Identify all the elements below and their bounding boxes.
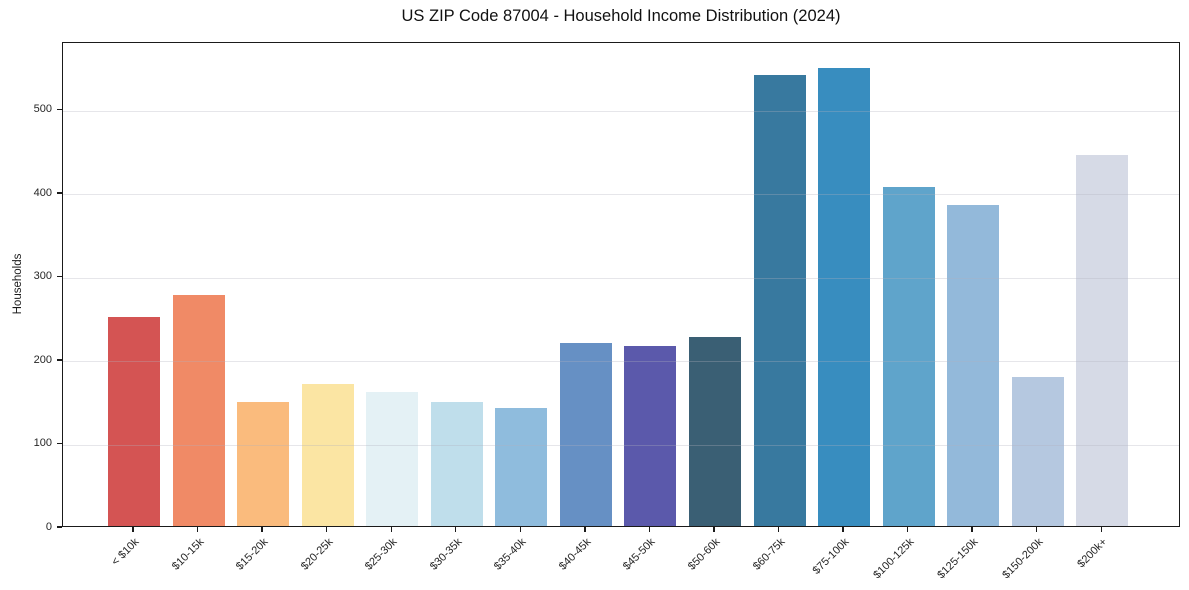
x-tick-mark bbox=[455, 527, 457, 532]
bar-$125-150k bbox=[947, 204, 1000, 526]
y-tick-mark bbox=[57, 192, 62, 194]
y-tick-label: 400 bbox=[33, 186, 52, 199]
y-tick-label: 500 bbox=[33, 103, 52, 116]
x-tick-mark bbox=[261, 527, 263, 532]
chart-title: US ZIP Code 87004 - Household Income Dis… bbox=[401, 7, 841, 25]
x-tick-mark bbox=[390, 527, 392, 532]
bar-$60-75k bbox=[753, 75, 806, 526]
gridline-y-300 bbox=[63, 277, 1179, 279]
x-tick-mark bbox=[971, 527, 973, 532]
x-tick-mark bbox=[777, 527, 780, 532]
bar-$40-45k bbox=[559, 343, 612, 526]
bar-$45-50k bbox=[624, 345, 677, 526]
bar-$25-30k bbox=[366, 391, 419, 526]
x-tick-mark bbox=[325, 527, 328, 532]
bar-$75-100k bbox=[818, 67, 871, 526]
x-tick-mark bbox=[842, 527, 844, 532]
y-tick-mark bbox=[57, 442, 62, 445]
bar-$30-35k bbox=[430, 402, 483, 526]
x-tick-mark bbox=[713, 527, 715, 532]
y-tick-mark bbox=[57, 359, 62, 361]
gridline-y-200 bbox=[63, 361, 1179, 363]
gridline-y-400 bbox=[63, 194, 1179, 196]
y-tick-label: 0 bbox=[45, 520, 52, 533]
bar-$150-200k bbox=[1011, 376, 1064, 526]
bar-< $10k bbox=[108, 317, 160, 526]
x-tick-mark bbox=[132, 527, 134, 532]
y-tick-label: 200 bbox=[33, 353, 52, 366]
bar-$10-15k bbox=[172, 294, 225, 526]
x-tick-mark bbox=[584, 527, 586, 532]
x-tick-mark bbox=[648, 527, 651, 532]
y-tick-mark bbox=[57, 108, 62, 111]
y-tick-mark bbox=[57, 275, 62, 278]
gridline-y-500 bbox=[63, 110, 1179, 112]
plot-area bbox=[62, 42, 1180, 527]
x-tick-mark bbox=[196, 527, 199, 532]
y-tick-mark bbox=[57, 526, 62, 528]
y-axis-label: Households bbox=[12, 253, 24, 315]
bar-$20-25k bbox=[301, 384, 354, 526]
y-tick-label: 300 bbox=[33, 270, 52, 283]
bar-$35-40k bbox=[495, 408, 548, 526]
x-tick-label: < $10k bbox=[109, 536, 142, 569]
y-tick-label: 100 bbox=[33, 437, 52, 450]
bar-$15-20k bbox=[237, 401, 290, 526]
bar-$200k+ bbox=[1076, 154, 1129, 526]
x-tick-mark bbox=[1100, 527, 1102, 532]
bar-$100-125k bbox=[882, 187, 935, 526]
gridline-y-100 bbox=[63, 444, 1179, 446]
x-tick-mark bbox=[906, 527, 909, 532]
x-tick-mark bbox=[519, 527, 521, 532]
x-tick-mark bbox=[1036, 527, 1038, 532]
bar-$50-60k bbox=[688, 336, 741, 526]
